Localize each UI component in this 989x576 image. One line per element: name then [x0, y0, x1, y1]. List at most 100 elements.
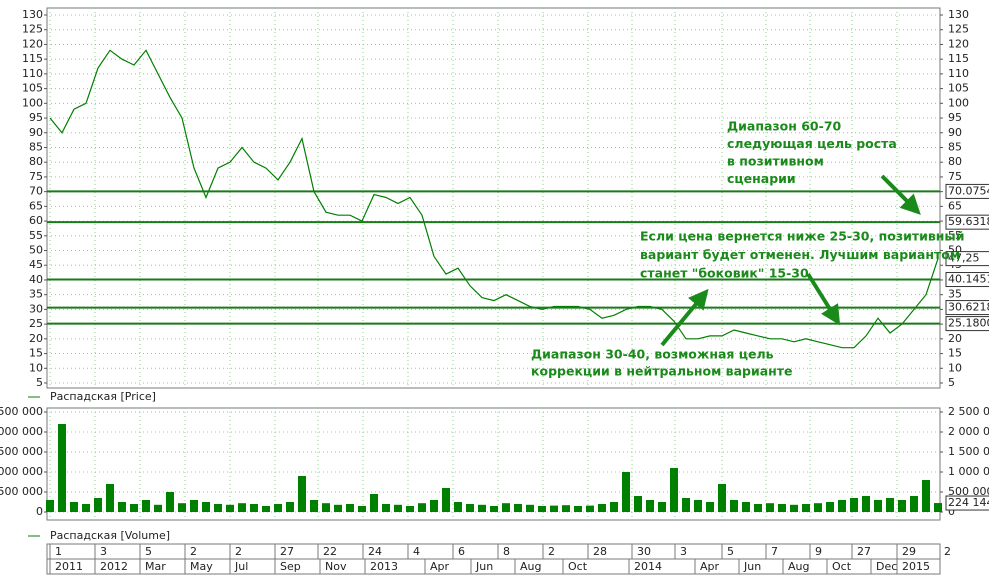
volume-bar — [682, 498, 690, 512]
y2-tick-label: 500 000 — [948, 485, 989, 498]
volume-bar — [274, 504, 282, 512]
volume-bar — [742, 502, 750, 512]
last-value-label: 47,25 — [948, 252, 980, 265]
volume-bar — [430, 500, 438, 512]
y-tick-label: 115 — [22, 52, 43, 65]
time-month-label: 2012 — [100, 560, 128, 573]
y2-tick-label: 10 — [948, 361, 962, 374]
volume-bar — [70, 502, 78, 512]
time-day-label: 3 — [100, 545, 107, 558]
y-tick-label: 95 — [29, 111, 43, 124]
volume-bar — [586, 505, 594, 512]
volume-bar — [250, 504, 258, 512]
volume-bar — [574, 506, 582, 512]
y2-tick-label: 1 000 000 — [948, 465, 989, 478]
y-tick-label: 500 000 — [0, 485, 43, 498]
time-month-label: Jul — [234, 560, 248, 573]
time-month-label: 2013 — [370, 560, 398, 573]
y-tick-label: 30 — [29, 302, 43, 315]
volume-bar — [538, 506, 546, 512]
time-day-label: 3 — [680, 545, 687, 558]
y-tick-label: 5 — [36, 376, 43, 389]
time-day-label: 4 — [413, 545, 420, 558]
y-tick-label: 50 — [29, 244, 43, 257]
volume-bar — [394, 504, 402, 512]
volume-bar — [826, 502, 834, 512]
y2-tick-label: 2 000 000 — [948, 425, 989, 438]
y-tick-label: 2 000 000 — [0, 425, 43, 438]
y-tick-label: 105 — [22, 82, 43, 95]
time-day-label: 8 — [503, 545, 510, 558]
time-day-label: 7 — [771, 545, 778, 558]
volume-bar — [898, 500, 906, 512]
volume-bar — [358, 506, 366, 512]
y-tick-label: 15 — [29, 347, 43, 360]
volume-bar — [142, 500, 150, 512]
volume-bar — [82, 504, 90, 512]
time-month-label: Oct — [568, 560, 588, 573]
y2-tick-label: 1 500 000 — [948, 445, 989, 458]
annotation: Если цена вернется ниже 25-30, позитивны… — [640, 229, 964, 244]
level-label: 59.6318 — [948, 215, 989, 228]
volume-bar — [310, 500, 318, 512]
volume-bar — [106, 484, 114, 512]
volume-bar — [238, 503, 246, 512]
time-day-label: 24 — [368, 545, 382, 558]
volume-bar — [478, 504, 486, 512]
volume-bar — [298, 476, 306, 512]
volume-bar — [658, 502, 666, 512]
y-tick-label: 1 000 000 — [0, 465, 43, 478]
volume-bar — [886, 498, 894, 512]
volume-bar — [814, 503, 822, 512]
volume-bar — [202, 502, 210, 512]
y-tick-label: 110 — [22, 67, 43, 80]
last-value-label: 224 144 — [948, 496, 989, 509]
price-line — [49, 49, 939, 349]
y2-tick-label: 95 — [948, 111, 962, 124]
volume-bar — [46, 500, 54, 512]
level-label: 40.1451 — [948, 273, 989, 286]
volume-bar — [334, 504, 342, 512]
y-tick-label: 125 — [22, 23, 43, 36]
y-tick-label: 1 500 000 — [0, 445, 43, 458]
y2-tick-label: 2 500 000 — [948, 405, 989, 418]
volume-bar — [850, 498, 858, 512]
volume-bar — [190, 500, 198, 512]
y2-tick-label: 65 — [948, 199, 962, 212]
volume-bar — [214, 504, 222, 512]
y2-tick-label: 55 — [948, 229, 962, 242]
y2-tick-label: 35 — [948, 288, 962, 301]
y2-tick-label: 100 — [948, 96, 969, 109]
volume-bar — [370, 494, 378, 512]
level-label-box — [945, 272, 989, 288]
volume-bar — [406, 506, 414, 512]
y-tick-label: 35 — [29, 288, 43, 301]
annotation: следующая цель роста — [727, 136, 897, 151]
y2-tick-label: 105 — [948, 82, 969, 95]
time-month-label: May — [190, 560, 213, 573]
annotation: Диапазон 60-70 — [727, 119, 842, 134]
y-tick-label: 60 — [29, 214, 43, 227]
y2-tick-label: 80 — [948, 155, 962, 168]
time-day-label: 28 — [593, 545, 607, 558]
annotation: коррекции в нейтральном варианте — [531, 364, 793, 379]
time-day-label: 27 — [280, 545, 294, 558]
volume-bar — [154, 504, 162, 512]
volume-bar — [874, 500, 882, 512]
volume-bar — [838, 500, 846, 512]
volume-bar — [346, 504, 354, 512]
y2-tick-label: 130 — [948, 8, 969, 21]
volume-bar — [694, 500, 702, 512]
volume-bar — [442, 488, 450, 512]
price-panel — [46, 7, 941, 389]
volume-bar — [790, 504, 798, 512]
volume-bar — [514, 504, 522, 512]
level-label: 25.1800 — [948, 317, 989, 330]
volume-bar — [922, 480, 930, 512]
time-month-label: Aug — [520, 560, 541, 573]
volume-bar — [286, 502, 294, 512]
volume-bar — [526, 504, 534, 512]
time-day-label: 2 — [190, 545, 197, 558]
arrow — [660, 288, 709, 347]
